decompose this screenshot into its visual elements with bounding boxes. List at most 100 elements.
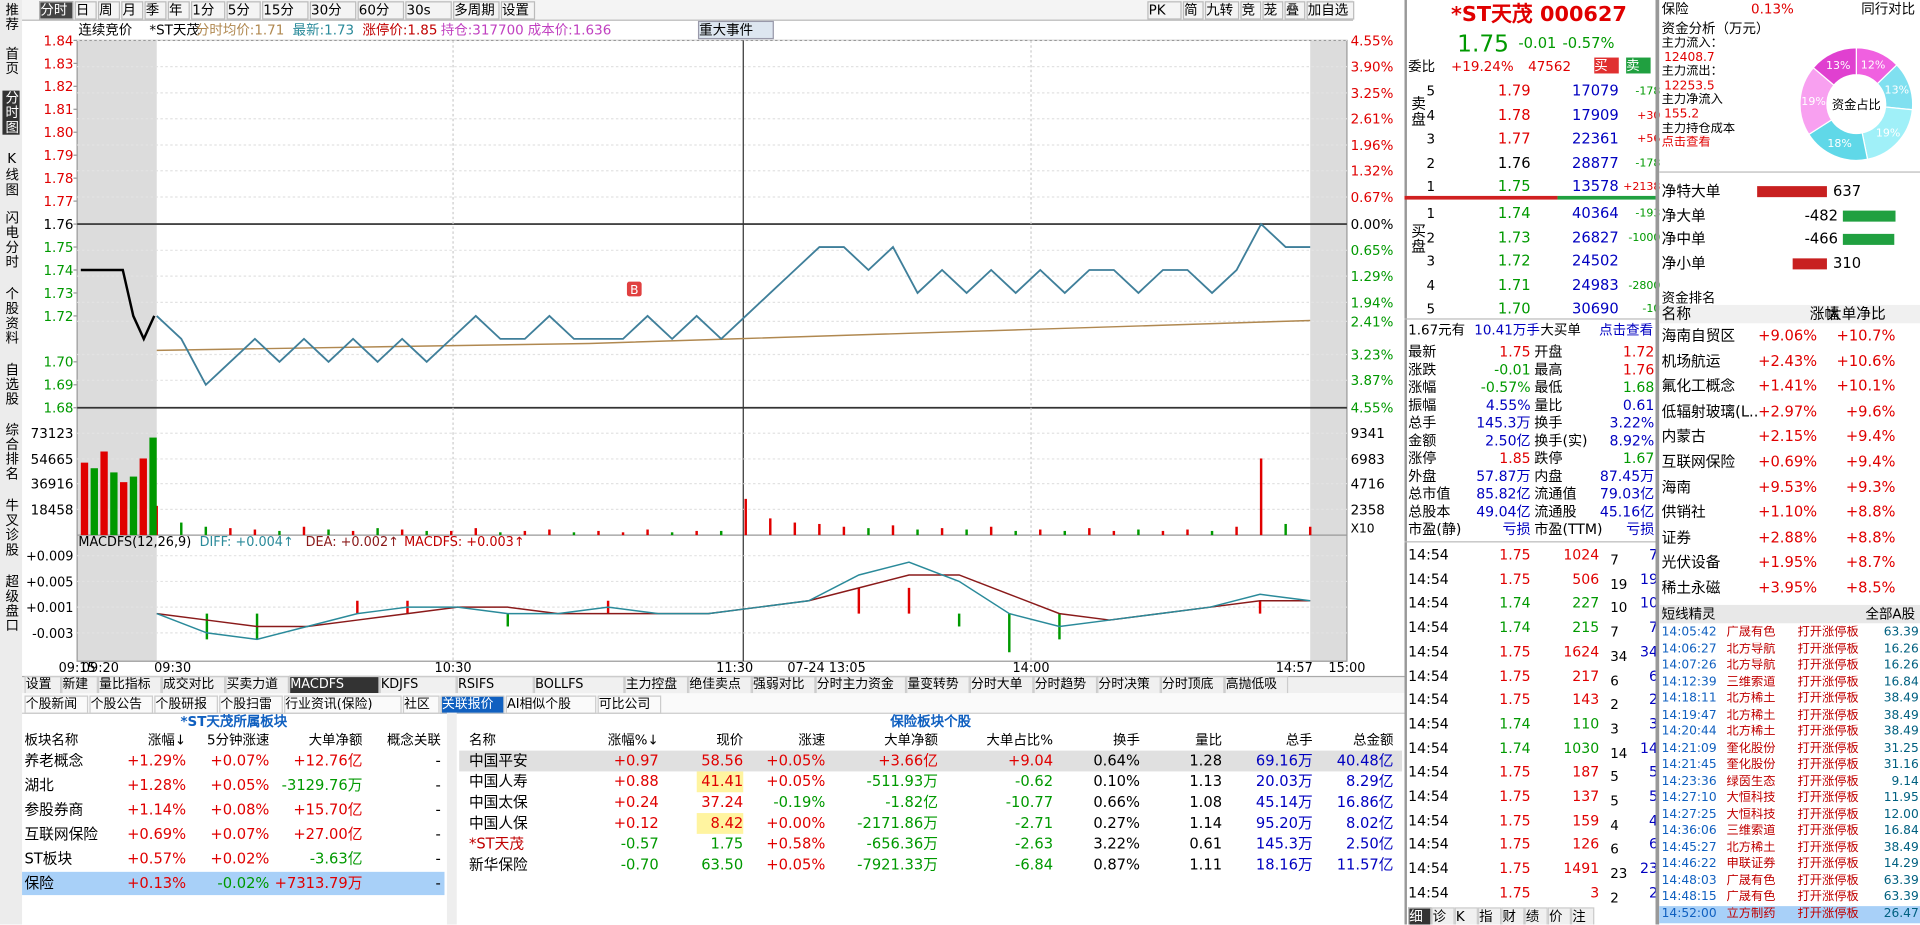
macd-legend: DEA: +0.002↑ — [306, 535, 399, 550]
tick-count: 3 — [1648, 716, 1658, 733]
indicator-tab[interactable]: 分时决策 — [1097, 675, 1161, 695]
indicator-tab[interactable]: 主力控盘 — [624, 675, 689, 695]
fund-line: 12408.7 — [1664, 50, 1715, 65]
tool-tab[interactable]: 叠 — [1284, 1, 1306, 20]
indicator-tab[interactable]: 量变转势 — [906, 675, 970, 695]
period-tab[interactable]: 15分 — [262, 1, 309, 20]
indicator-tab[interactable]: 分时趋势 — [1033, 675, 1098, 695]
fund-line: 主力持仓成本 — [1661, 121, 1736, 136]
indicator-tab[interactable]: 强弱对比 — [751, 675, 816, 695]
detail-tab[interactable]: 价 — [1547, 907, 1572, 925]
compare-link[interactable]: 同行对比 — [1861, 1, 1916, 18]
info-tab[interactable]: 行业资讯(保险) — [284, 695, 402, 714]
period-tab[interactable]: 季 — [144, 1, 167, 20]
detail-tab[interactable]: 诊 — [1431, 907, 1455, 925]
tool-tab[interactable]: 加自选 — [1306, 1, 1355, 20]
nav-item[interactable]: K线图 — [3, 150, 20, 198]
info-tab[interactable]: 个股新闻 — [24, 695, 89, 714]
tool-tab[interactable]: 简 — [1182, 1, 1204, 20]
detail-tab[interactable]: 财 — [1501, 907, 1525, 925]
nav-item[interactable]: 闪电分时 — [3, 210, 20, 270]
stock-title: *ST天茂 000627 — [1451, 2, 1627, 27]
indicator-tab[interactable]: 量比指标 — [97, 675, 162, 695]
indicator-tab[interactable]: KDJFS — [379, 675, 457, 695]
period-tab[interactable]: 年 — [167, 1, 190, 20]
tool-tab[interactable]: 九转 — [1204, 1, 1240, 20]
tick-volume: 1024 — [1563, 547, 1600, 564]
indicator-tab[interactable]: RSIFS — [456, 675, 534, 695]
volume-bar — [400, 529, 404, 536]
indicator-tab[interactable]: 买卖力道 — [225, 675, 289, 695]
fund-panel: 12%13%19%18%19%13%资金占比 — [1799, 47, 1914, 162]
indicator-tab[interactable]: 新建 — [61, 675, 98, 695]
period-tab[interactable]: 日 — [74, 1, 97, 20]
cell: +0.58% — [766, 836, 826, 853]
info-tab[interactable]: 可比公司 — [597, 695, 662, 714]
rank-net: +9.4% — [1845, 429, 1896, 445]
big-order[interactable]: 点击查看 — [1599, 322, 1654, 338]
sector-pct: 0.13% — [1751, 1, 1794, 18]
indicator-tab[interactable]: 绝佳卖点 — [688, 675, 752, 695]
level: 4 — [1426, 107, 1436, 124]
nav-item[interactable]: 推荐 — [3, 2, 20, 32]
info-tab[interactable]: 个股公告 — [89, 695, 154, 714]
fund-line[interactable]: 点击查看 — [1661, 136, 1711, 150]
indicator-tab[interactable]: 高抛低吸 — [1224, 675, 1289, 695]
detail-tab[interactable]: 注 — [1571, 907, 1595, 925]
period-tab[interactable]: 30分 — [309, 1, 357, 20]
nav-item[interactable]: 分时图 — [2, 90, 20, 135]
indicator-tab[interactable]: 设置 — [24, 675, 62, 695]
detail-tab[interactable]: K — [1454, 907, 1478, 925]
price: 1.70 — [1497, 301, 1531, 318]
period-tab[interactable]: 1分 — [191, 1, 226, 20]
tick-count: 5 — [1648, 764, 1658, 781]
tool-tab[interactable]: 茏 — [1262, 1, 1284, 20]
stat-label: 总手 — [1408, 415, 1437, 432]
info-tab[interactable]: AI相似个股 — [505, 695, 597, 714]
nav-item[interactable]: 牛叉诊股 — [3, 498, 20, 558]
indicator-tab[interactable]: 分时大单 — [969, 675, 1034, 695]
buy-button[interactable]: 买 — [1594, 57, 1619, 74]
nav-item[interactable]: 首页 — [3, 46, 20, 76]
info-tab[interactable]: 社区 — [402, 695, 440, 714]
info-tab[interactable]: 个股扫雷 — [219, 695, 283, 714]
sprite-time: 14:48:03 — [1661, 873, 1717, 888]
stat-value: 87.45万 — [1599, 468, 1655, 485]
period-tab[interactable]: 5分 — [226, 1, 261, 20]
indicator-tab[interactable]: 分时主力资金 — [815, 675, 907, 695]
sprite-stock: 立方制药 — [1726, 906, 1776, 921]
detail-tab[interactable]: 指 — [1477, 907, 1502, 925]
sprite-time: 14:21:45 — [1661, 757, 1717, 772]
tool-tab[interactable]: PK — [1147, 1, 1182, 20]
tick-count: 7 — [1648, 619, 1658, 636]
indicator-tab[interactable]: MACDFS — [288, 675, 380, 695]
period-tab[interactable]: 设置 — [500, 1, 536, 20]
info-tab[interactable]: 个股研报 — [154, 695, 218, 714]
sell-button[interactable]: 卖 — [1626, 57, 1651, 74]
sprite-stock: 三维索道 — [1726, 824, 1776, 838]
period-tab[interactable]: 60分 — [357, 1, 405, 20]
period-tab[interactable]: 30s — [405, 1, 452, 20]
nav-item[interactable]: 综合排名 — [3, 422, 20, 482]
stat-label: 涨停 — [1408, 450, 1437, 467]
detail-tab[interactable]: 绩 — [1524, 907, 1548, 925]
indicator-tab[interactable]: BOLLFS — [533, 675, 625, 695]
sprite-stock: 北方稀土 — [1726, 691, 1776, 706]
cell: 1.75 — [710, 836, 744, 853]
period-tab[interactable]: 月 — [121, 1, 144, 20]
indicator-tab[interactable]: 成交对比 — [161, 675, 226, 695]
indicator-tab[interactable]: 分时顶底 — [1160, 675, 1225, 695]
event-button[interactable]: 重大事件 — [697, 20, 774, 40]
nav-item[interactable]: 个股资料 — [3, 286, 20, 346]
period-tab[interactable]: 多周期 — [453, 1, 500, 20]
nav-item[interactable]: 超级盘口 — [3, 574, 20, 634]
period-tab[interactable]: 分时 — [39, 1, 74, 20]
scope-select[interactable]: 全部A股 — [1865, 606, 1916, 623]
detail-tab[interactable]: 细 — [1408, 907, 1432, 925]
tool-tab[interactable]: 竞 — [1240, 1, 1262, 20]
sprite-time: 14:21:09 — [1661, 741, 1717, 755]
period-tab[interactable]: 周 — [97, 1, 121, 20]
nav-item[interactable]: 自选股 — [3, 362, 20, 407]
info-tab[interactable]: 关联报价 — [440, 695, 505, 714]
